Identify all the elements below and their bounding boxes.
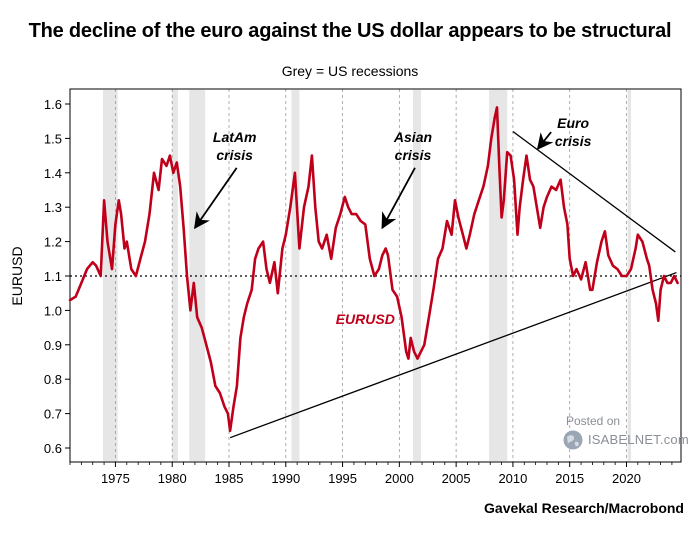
trend-lines — [229, 130, 677, 439]
watermark: Posted on ISABELNET.com — [558, 414, 689, 454]
recession-band-6 — [489, 90, 508, 461]
annotation-arrow-euro-crisis — [536, 131, 554, 150]
annotation-euro-crisis-line-2: crisis — [555, 133, 592, 149]
x-tick-label-1995: 1995 — [328, 471, 357, 486]
annotation-euro-crisis-line-1: Euro — [557, 115, 589, 131]
annotation-latam-crisis-line-2: crisis — [216, 147, 253, 163]
y-tick-label-1: 0.7 — [44, 407, 62, 422]
y-tick-label-6: 1.2 — [44, 235, 62, 250]
annotation-arrow-latam-crisis — [194, 167, 238, 230]
x-tick-label-2015: 2015 — [555, 471, 584, 486]
y-axis-label: EURUSD — [9, 246, 25, 305]
x-tick-label-1975: 1975 — [101, 471, 130, 486]
y-tick-label-3: 0.9 — [44, 338, 62, 353]
y-tick-label-2: 0.8 — [44, 372, 62, 387]
y-tick-label-10: 1.6 — [44, 97, 62, 112]
annotation-latam-crisis-line-1: LatAm — [213, 129, 257, 145]
recession-band-3 — [189, 90, 206, 461]
y-tick-label-4: 1.0 — [44, 303, 62, 318]
chart-subtitle: Grey = US recessions — [281, 63, 419, 79]
watermark-posted-on: Posted on — [566, 414, 621, 428]
annotation-arrow-asian-crisis — [381, 167, 416, 230]
trend-line-2 — [512, 130, 676, 253]
y-tick-label-9: 1.5 — [44, 131, 62, 146]
chart-source: Gavekal Research/Macrobond — [484, 500, 684, 516]
x-tick-label-1980: 1980 — [158, 471, 187, 486]
annotations: LatAm crisis Asian crisis Euro crisis EURUSD — [194, 115, 592, 327]
trend-line-1 — [229, 271, 677, 439]
globe-icon — [563, 430, 583, 450]
series-line-eurusd — [68, 106, 679, 433]
watermark-site: ISABELNET.com — [588, 432, 689, 447]
x-tick-label-2020: 2020 — [612, 471, 641, 486]
y-tick-label-7: 1.3 — [44, 200, 62, 215]
annotation-asian-crisis-line-1: Asian — [393, 129, 432, 145]
recession-band-7 — [627, 90, 632, 461]
y-axis: 0.6 0.7 0.8 0.9 1.0 1.1 1.2 1.3 1.4 1.5 1.6 — [44, 97, 70, 456]
y-tick-label-0: 0.6 — [44, 441, 62, 456]
x-tick-label-2005: 2005 — [442, 471, 471, 486]
annotation-asian-crisis-line-2: crisis — [395, 147, 432, 163]
x-tick-label-2000: 2000 — [385, 471, 414, 486]
annotation-eurusd-line-1: EURUSD — [336, 311, 395, 327]
x-axis: 1975 1980 1985 1990 1995 2000 2005 2010 2015 2020 — [69, 462, 673, 486]
x-tick-label-1985: 1985 — [215, 471, 244, 486]
y-tick-label-8: 1.4 — [44, 166, 62, 181]
chart-title: The decline of the euro against the US d… — [28, 20, 672, 42]
x-tick-label-1990: 1990 — [271, 471, 300, 486]
y-tick-label-5: 1.1 — [44, 269, 62, 284]
x-tick-label-2010: 2010 — [498, 471, 527, 486]
